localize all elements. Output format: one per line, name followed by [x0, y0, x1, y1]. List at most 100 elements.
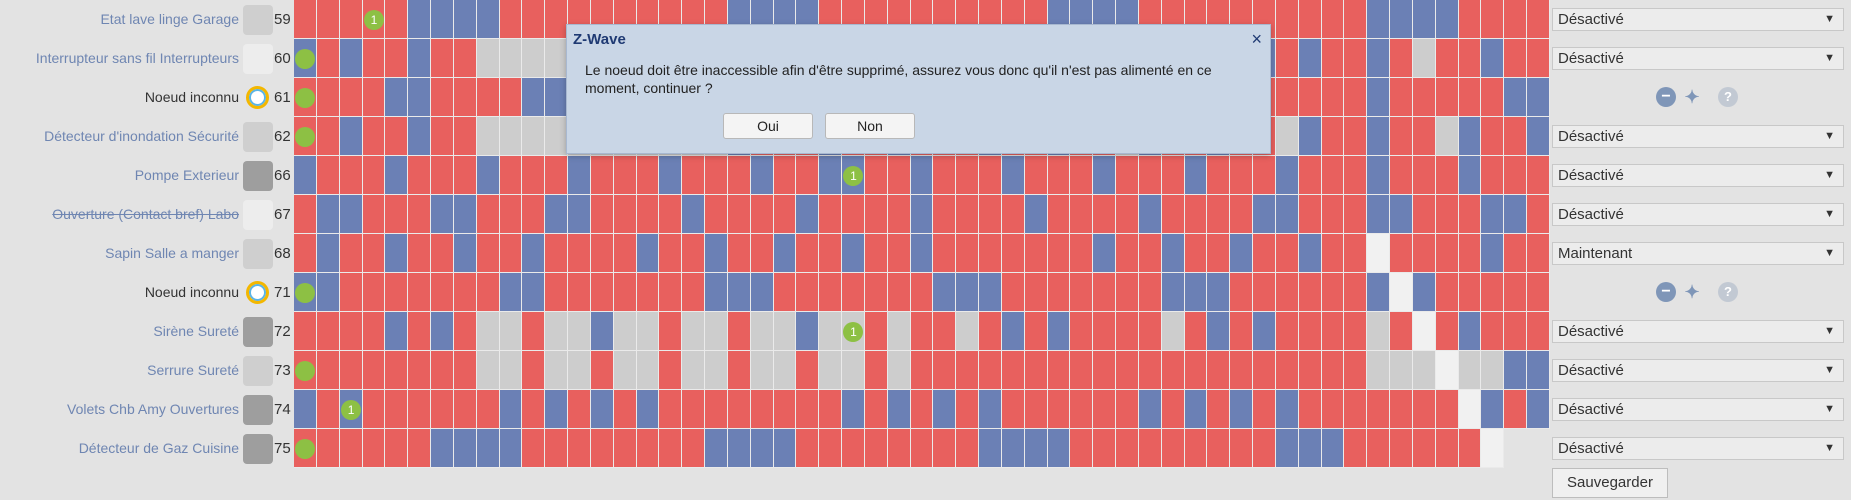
route-cell[interactable] [522, 273, 546, 312]
route-cell[interactable] [750, 156, 774, 195]
route-cell[interactable] [590, 195, 614, 234]
route-cell[interactable] [1504, 273, 1528, 312]
route-cell[interactable] [522, 78, 546, 117]
route-cell[interactable] [956, 390, 980, 429]
route-cell[interactable] [1001, 312, 1025, 351]
route-cell[interactable] [408, 429, 431, 468]
route-cell[interactable] [1412, 39, 1436, 78]
route-cell[interactable] [1230, 273, 1254, 312]
route-cell[interactable] [499, 117, 523, 156]
route-cell[interactable] [1024, 234, 1048, 273]
route-cell[interactable] [362, 390, 386, 429]
route-cell[interactable] [431, 273, 454, 312]
route-cell[interactable] [1138, 390, 1162, 429]
route-cell[interactable] [1367, 78, 1391, 117]
route-cell[interactable] [956, 234, 980, 273]
route-cell[interactable] [522, 234, 546, 273]
polling-select[interactable]: Désactivé ▼ [1552, 8, 1844, 31]
route-cell[interactable] [431, 390, 454, 429]
remove-icon[interactable]: − [1656, 282, 1676, 302]
route-cell[interactable] [499, 429, 523, 468]
route-cell[interactable] [636, 273, 660, 312]
route-cell[interactable] [705, 156, 728, 195]
route-cell[interactable] [1093, 312, 1117, 351]
route-cell[interactable] [819, 312, 843, 351]
route-cell[interactable] [545, 234, 569, 273]
route-cell[interactable] [773, 273, 797, 312]
route-cell[interactable] [1001, 273, 1025, 312]
route-cell[interactable] [1230, 429, 1254, 468]
route-cell[interactable] [1390, 429, 1413, 468]
route-cell[interactable] [1504, 312, 1528, 351]
route-cell[interactable] [316, 312, 340, 351]
route-cell[interactable] [796, 156, 820, 195]
route-cell[interactable] [1344, 78, 1368, 117]
route-cell[interactable] [1367, 39, 1391, 78]
route-cell[interactable] [773, 351, 797, 390]
route-cell[interactable] [1024, 195, 1048, 234]
route-cell[interactable] [1298, 429, 1322, 468]
route-cell[interactable] [1321, 39, 1345, 78]
route-cell[interactable] [1435, 117, 1459, 156]
route-cell[interactable] [1298, 351, 1322, 390]
route-cell[interactable] [682, 195, 706, 234]
route-cell[interactable] [1458, 390, 1482, 429]
route-cell[interactable] [910, 312, 934, 351]
route-cell[interactable] [408, 117, 431, 156]
route-cell[interactable] [431, 78, 454, 117]
route-cell[interactable] [979, 234, 1002, 273]
route-cell[interactable] [339, 351, 363, 390]
route-cell[interactable] [1367, 0, 1391, 39]
route-cell[interactable] [1138, 156, 1162, 195]
route-cell[interactable] [476, 273, 500, 312]
route-cell[interactable] [1275, 0, 1299, 39]
route-cell[interactable] [1161, 351, 1185, 390]
route-cell[interactable] [1161, 234, 1185, 273]
route-cell[interactable] [522, 429, 546, 468]
route-cell[interactable] [727, 156, 751, 195]
route-cell[interactable] [1253, 312, 1276, 351]
route-cell[interactable] [933, 351, 957, 390]
route-cell[interactable] [727, 195, 751, 234]
route-cell[interactable] [568, 156, 591, 195]
route-cell[interactable] [339, 156, 363, 195]
route-cell[interactable] [1275, 312, 1299, 351]
route-cell[interactable] [453, 195, 477, 234]
route-cell[interactable] [613, 156, 637, 195]
route-cell[interactable] [1207, 429, 1231, 468]
route-cell[interactable] [979, 312, 1002, 351]
route-cell[interactable] [819, 429, 843, 468]
route-cell[interactable] [659, 312, 683, 351]
route-cell[interactable] [659, 273, 683, 312]
route-cell[interactable] [842, 195, 865, 234]
route-cell[interactable] [705, 390, 728, 429]
route-cell[interactable] [1481, 195, 1505, 234]
route-cell[interactable] [499, 195, 523, 234]
route-cell[interactable] [545, 39, 569, 78]
route-cell[interactable] [362, 78, 386, 117]
route-cell[interactable] [1321, 234, 1345, 273]
route-cell[interactable] [1458, 312, 1482, 351]
route-cell[interactable] [1070, 312, 1094, 351]
route-cell[interactable] [933, 429, 957, 468]
route-cell[interactable] [933, 234, 957, 273]
route-cell[interactable] [910, 156, 934, 195]
route-cell[interactable] [956, 195, 980, 234]
route-cell[interactable] [385, 312, 409, 351]
route-cell[interactable] [1275, 351, 1299, 390]
route-cell[interactable] [796, 312, 820, 351]
route-cell[interactable] [979, 273, 1002, 312]
route-cell[interactable] [1412, 351, 1436, 390]
route-cell[interactable] [294, 390, 317, 429]
route-cell[interactable] [773, 234, 797, 273]
route-cell[interactable] [819, 273, 843, 312]
route-cell[interactable] [910, 351, 934, 390]
route-cell[interactable] [1207, 351, 1231, 390]
route-cell[interactable] [819, 351, 843, 390]
route-cell[interactable] [385, 195, 409, 234]
route-cell[interactable] [1458, 351, 1482, 390]
route-cell[interactable] [1321, 0, 1345, 39]
route-cell[interactable] [590, 156, 614, 195]
route-cell[interactable] [956, 429, 980, 468]
route-cell[interactable] [1298, 0, 1322, 39]
